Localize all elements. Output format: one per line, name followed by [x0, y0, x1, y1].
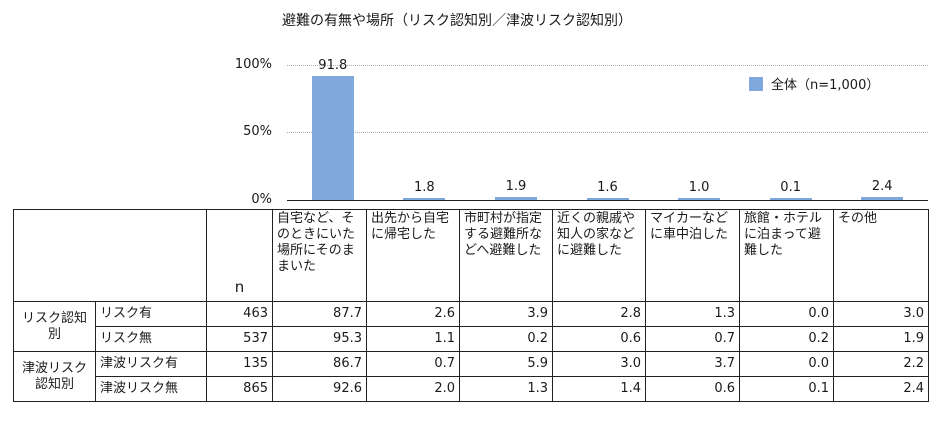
cell-value: 1.9 [833, 326, 929, 352]
cell-value: 0.0 [739, 301, 834, 327]
y-tick-100: 100% [234, 57, 272, 72]
cell-value: 0.7 [645, 326, 740, 352]
y-tick-50: 50% [243, 124, 272, 139]
cell-value: 3.9 [459, 301, 553, 327]
cell-value: 0.7 [366, 351, 460, 377]
row-n: 463 [206, 301, 273, 327]
legend-swatch [749, 76, 763, 91]
bar-5 [769, 198, 812, 200]
bar-value-label: 1.8 [414, 179, 435, 195]
table-header-row: n 自宅など、そのときにいた場所にそのままいた 出先から自宅に帰宅した 市町村が… [13, 209, 929, 302]
row-n: 865 [206, 376, 273, 402]
bar-4 [678, 198, 721, 200]
gridline-100 [287, 65, 928, 66]
cell-value: 0.0 [739, 351, 834, 377]
data-table: n 自宅など、そのときにいた場所にそのままいた 出先から自宅に帰宅した 市町村が… [13, 209, 929, 402]
row-label: リスク無 [95, 326, 207, 352]
cell-value: 1.3 [645, 301, 740, 327]
header-n: n [206, 209, 273, 302]
chart-title: 避難の有無や場所（リスク認知別／津波リスク認知別） [282, 13, 632, 29]
table-row: リスク無 537 95.3 1.1 0.2 0.6 0.7 0.2 1.9 [14, 326, 929, 352]
row-label: リスク有 [95, 301, 207, 327]
header-hotel: 旅館・ホテルに泊まって避難した [739, 209, 834, 302]
header-relatives: 近くの親戚や知人の家などに避難した [552, 209, 646, 302]
cell-value: 2.6 [366, 301, 460, 327]
row-label: 津波リスク無 [95, 376, 207, 402]
cell-value: 95.3 [272, 326, 367, 352]
legend: 全体（n=1,000） [749, 74, 879, 93]
bar-value-label: 2.4 [871, 178, 893, 194]
bar-value-label: 0.1 [780, 180, 801, 195]
row-n: 135 [206, 351, 273, 377]
table-row: 津波リスク無 865 92.6 2.0 1.3 1.4 0.6 0.1 2.4 [14, 376, 929, 402]
header-shelter: 市町村が指定する避難所などへ避難した [459, 209, 553, 302]
header-car: マイカーなどに車中泊した [645, 209, 740, 302]
cell-value: 3.7 [645, 351, 740, 377]
bar-value-label: 1.6 [597, 179, 618, 195]
y-tick-0: 0% [251, 192, 272, 207]
bar-value-label: 1.9 [505, 179, 527, 195]
cell-value: 2.4 [833, 376, 929, 402]
cell-value: 87.7 [272, 301, 367, 327]
cell-value: 0.6 [645, 376, 740, 402]
header-other: その他 [833, 209, 929, 302]
row-label: 津波リスク有 [95, 351, 207, 377]
bar-value-label: 91.8 [318, 58, 348, 74]
cell-value: 1.3 [459, 376, 553, 402]
bar-6 [861, 196, 904, 200]
cell-value: 0.2 [739, 326, 834, 352]
x-axis-line [287, 200, 928, 201]
cell-value: 0.6 [552, 326, 646, 352]
bar-0 [311, 76, 354, 200]
cell-value: 3.0 [833, 301, 929, 327]
legend-label: 全体（n=1,000） [771, 78, 880, 93]
table-row: リスク認知別 リスク有 463 87.7 2.6 3.9 2.8 1.3 0.0 3.0 [13, 301, 929, 352]
bar-value-label: 1.0 [688, 180, 710, 195]
bar-1 [403, 197, 446, 200]
cell-value: 0.1 [739, 376, 834, 402]
row-n: 537 [206, 326, 273, 352]
cell-value: 2.2 [833, 351, 929, 377]
cell-value: 5.9 [459, 351, 553, 377]
group-label: リスク認知別 [13, 301, 96, 352]
cell-value: 92.6 [272, 376, 367, 402]
cell-value: 1.1 [366, 326, 460, 352]
cell-value: 1.4 [552, 376, 646, 402]
table-row: 津波リスク認知別 津波リスク有 135 86.7 0.7 5.9 3.0 3.7 0.0 2.2 [13, 351, 929, 402]
group-label: 津波リスク認知別 [13, 351, 96, 402]
header-blank [13, 209, 207, 302]
cell-value: 2.8 [552, 301, 646, 327]
cell-value: 2.0 [366, 376, 460, 402]
bar-2 [494, 197, 537, 200]
cell-value: 86.7 [272, 351, 367, 377]
bar-3 [586, 197, 629, 200]
gridline-50 [287, 132, 928, 133]
header-stayed: 自宅など、そのときにいた場所にそのままいた [272, 209, 367, 302]
header-returned-home: 出先から自宅に帰宅した [366, 209, 460, 302]
cell-value: 3.0 [552, 351, 646, 377]
table-body: リスク認知別 リスク有 463 87.7 2.6 3.9 2.8 1.3 0.0 3.0 リスク無 5… [13, 301, 929, 402]
cell-value: 0.2 [459, 326, 553, 352]
